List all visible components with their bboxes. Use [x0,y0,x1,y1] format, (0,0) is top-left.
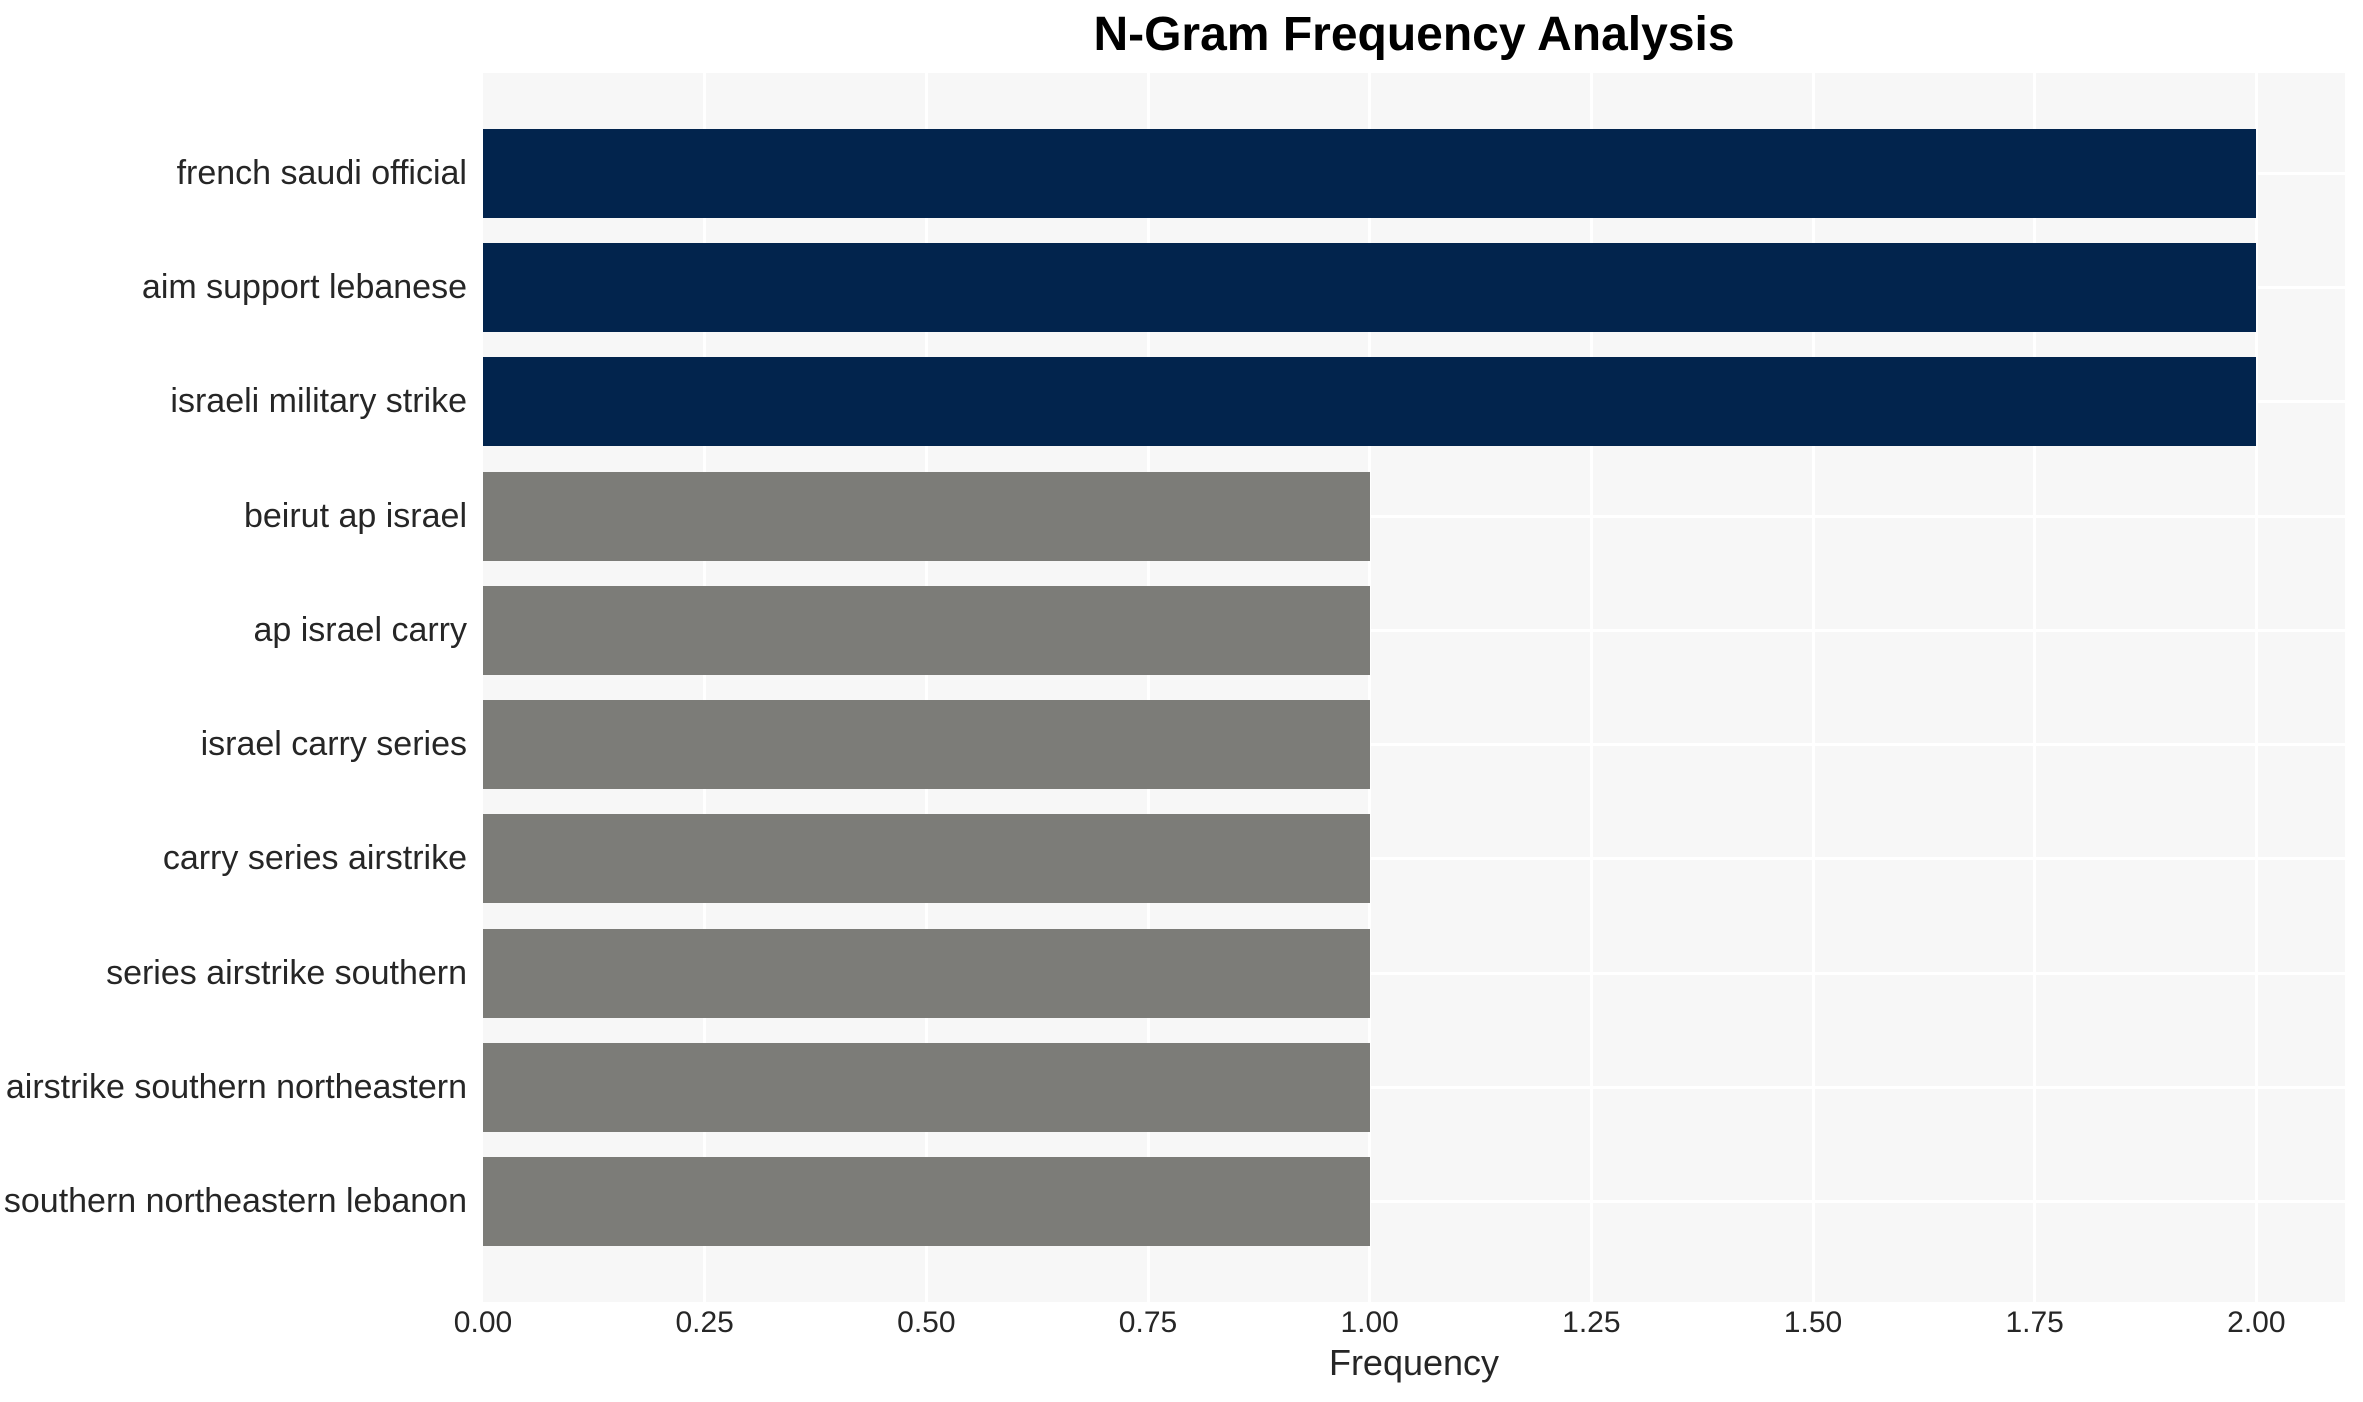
bar-row [483,230,2345,344]
category-label: carry series airstrike [162,839,467,878]
category-label: series airstrike southern [106,953,467,992]
vertical-gridline [2254,73,2258,1302]
category-label: southern northeastern lebanon [3,1182,467,1221]
vertical-gridline [1589,73,1593,1302]
vertical-gridline [2033,73,2037,1302]
bar [483,814,1370,904]
x-tick-label: 0.75 [1118,1306,1178,1339]
horizontal-gridline [483,743,2345,747]
bar [483,1157,1370,1247]
x-tick-label: 1.00 [1340,1306,1399,1339]
category-label: israel carry series [200,725,467,764]
vertical-gridline [1146,73,1150,1302]
chart-title: N-Gram Frequency Analysis [1093,8,1735,61]
category-label: aim support lebanese [141,267,467,306]
category-label: airstrike southern northeastern [5,1068,467,1107]
bar [483,471,1370,561]
bar-row [483,1030,2345,1144]
bar [483,357,2257,447]
x-tick-label: 0.50 [897,1306,956,1339]
horizontal-gridline [483,1086,2345,1090]
bar [483,128,2257,218]
category-label: beirut ap israel [243,496,467,535]
bar-row [483,116,2345,230]
vertical-gridline [1811,73,1815,1302]
bar-row [483,802,2345,916]
plot-area [483,73,2345,1302]
category-label: ap israel carry [253,610,467,649]
horizontal-gridline [483,857,2345,861]
vertical-gridline [924,73,928,1302]
x-tick-label: 0.00 [453,1306,513,1339]
bar-rows [483,73,2345,1302]
x-tick-label: 1.50 [1783,1306,1843,1339]
category-label: israeli military strike [170,382,467,421]
category-label: french saudi official [176,153,467,192]
x-tick-label: 1.25 [1562,1306,1621,1339]
bar-row [483,916,2345,1030]
bar [483,1043,1370,1133]
bar-row [483,1145,2345,1259]
horizontal-gridline [483,971,2345,975]
bar [483,585,1370,675]
bar [483,700,1370,790]
bar-row [483,459,2345,573]
bar [483,242,2257,332]
x-tick-label: 1.75 [2005,1306,2064,1339]
bar-row [483,687,2345,801]
x-axis-label: Frequency [1328,1342,1500,1383]
x-tick-label: 0.25 [675,1306,734,1339]
vertical-gridline [1368,73,1372,1302]
bar-row [483,573,2345,687]
bar-row [483,345,2345,459]
horizontal-gridline [483,628,2345,632]
x-axis-ticks: 0.00 0.25 0.50 0.75 1.00 1.25 1.50 1.75 2.00 [0,1306,2363,1346]
horizontal-gridline [483,1200,2345,1204]
x-tick-label: 2.00 [2227,1306,2286,1339]
vertical-gridline [703,73,707,1302]
horizontal-gridline [483,514,2345,518]
bar [483,928,1370,1018]
y-axis-category-labels: french saudi official aim support lebanes… [0,73,475,1302]
